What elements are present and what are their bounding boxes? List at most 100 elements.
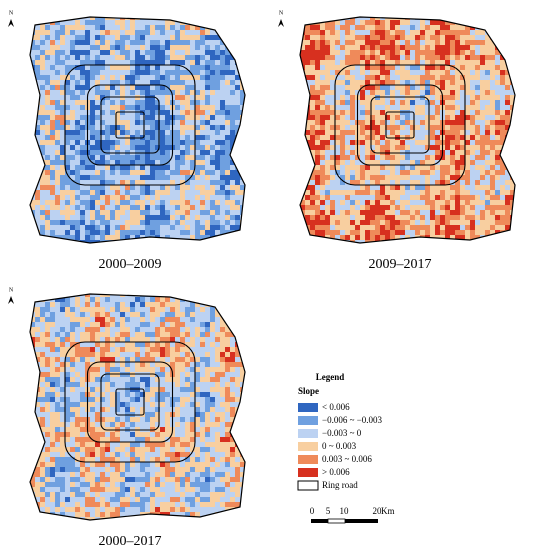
pixel: [380, 200, 385, 205]
pixel: [425, 80, 430, 85]
pixel: [505, 85, 510, 90]
pixel: [380, 45, 385, 50]
pixel: [135, 367, 140, 372]
pixel: [460, 155, 465, 160]
pixel: [510, 185, 515, 190]
pixel: [435, 125, 440, 130]
pixel: [495, 105, 500, 110]
pixel: [95, 40, 100, 45]
pixel: [490, 50, 495, 55]
pixel: [420, 145, 425, 150]
pixel: [205, 135, 210, 140]
pixel: [515, 200, 520, 205]
pixel: [160, 327, 165, 332]
pixel: [415, 165, 420, 170]
pixel: [60, 225, 65, 230]
pixel: [335, 160, 340, 165]
pixel: [190, 25, 195, 30]
pixel: [105, 200, 110, 205]
pixel: [105, 377, 110, 382]
pixel: [100, 125, 105, 130]
pixel: [450, 55, 455, 60]
ring-road-swatch: [297, 480, 319, 491]
pixel: [425, 185, 430, 190]
pixel: [85, 55, 90, 60]
pixel: [65, 75, 70, 80]
pixel: [360, 100, 365, 105]
pixel: [330, 17, 335, 20]
pixel: [420, 140, 425, 145]
pixel: [195, 100, 200, 105]
pixel: [160, 140, 165, 145]
pixel: [305, 125, 310, 130]
pixel: [460, 140, 465, 145]
pixel: [345, 55, 350, 60]
pixel: [415, 240, 420, 243]
pixel: [160, 80, 165, 85]
pixel: [55, 220, 60, 225]
pixel: [175, 220, 180, 225]
pixel: [90, 205, 95, 210]
pixel: [50, 210, 55, 215]
pixel: [435, 130, 440, 135]
pixel: [85, 80, 90, 85]
pixel: [220, 332, 225, 337]
pixel: [90, 145, 95, 150]
pixel: [300, 240, 305, 243]
pixel: [445, 210, 450, 215]
pixel: [80, 225, 85, 230]
pixel: [105, 160, 110, 165]
pixel: [185, 135, 190, 140]
pixel: [80, 135, 85, 140]
pixel: [125, 17, 130, 20]
pixel: [390, 105, 395, 110]
pixel: [70, 110, 75, 115]
ring-road: [64, 64, 196, 186]
pixel: [335, 50, 340, 55]
pixel: [205, 20, 210, 25]
pixel: [200, 30, 205, 35]
pixel: [450, 165, 455, 170]
pixel: [205, 75, 210, 80]
pixel: [400, 165, 405, 170]
pixel: [50, 387, 55, 392]
pixel: [195, 230, 200, 235]
pixel: [175, 115, 180, 120]
pixel: [170, 40, 175, 45]
pixel: [220, 342, 225, 347]
pixel: [230, 392, 235, 397]
pixel: [125, 70, 130, 75]
pixel: [175, 362, 180, 367]
pixel: [345, 205, 350, 210]
pixel: [360, 55, 365, 60]
pixel: [135, 220, 140, 225]
pixel: [55, 200, 60, 205]
pixel: [185, 342, 190, 347]
pixel: [85, 175, 90, 180]
pixel: [40, 130, 45, 135]
pixel: [210, 115, 215, 120]
pixel: [40, 367, 45, 372]
pixel: [300, 80, 305, 85]
pixel: [390, 145, 395, 150]
pixel: [515, 235, 520, 240]
pixel: [80, 180, 85, 185]
pixel: [140, 145, 145, 150]
pixel: [115, 190, 120, 195]
pixel: [75, 225, 80, 230]
pixel: [430, 135, 435, 140]
pixel: [55, 155, 60, 160]
pixel: [370, 45, 375, 50]
pixel: [405, 75, 410, 80]
pixel: [220, 347, 225, 352]
pixel: [405, 100, 410, 105]
pixel: [140, 40, 145, 45]
pixel: [470, 195, 475, 200]
pixel: [475, 35, 480, 40]
pixel: [50, 230, 55, 235]
pixel: [430, 240, 435, 243]
pixel: [325, 130, 330, 135]
pixel: [300, 155, 305, 160]
pixel: [455, 160, 460, 165]
pixel: [330, 200, 335, 205]
